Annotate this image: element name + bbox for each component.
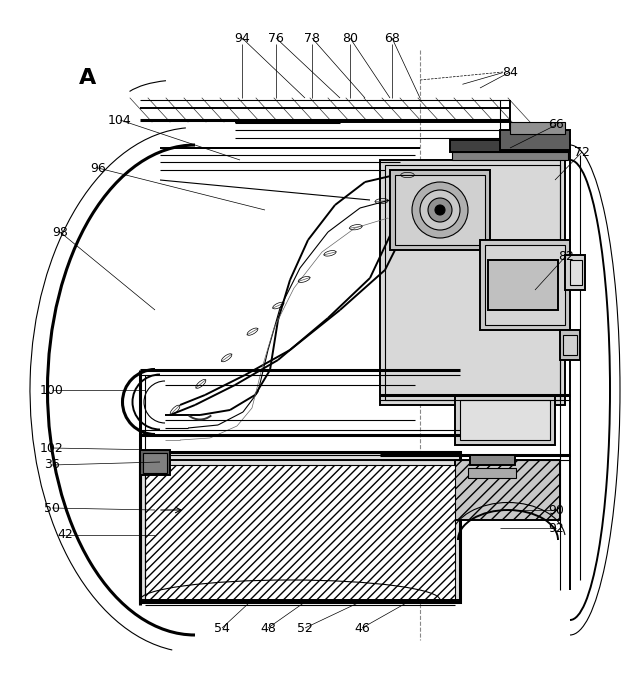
Text: 36: 36 (44, 458, 60, 472)
Text: 90: 90 (548, 503, 564, 516)
Bar (143, 453, 167, 473)
Bar (140, 450, 170, 475)
Bar (460, 400, 550, 440)
Text: 46: 46 (354, 621, 370, 635)
Text: 78: 78 (304, 32, 320, 44)
Bar (563, 335, 577, 355)
Text: 72: 72 (574, 145, 590, 159)
Bar (455, 395, 555, 445)
Bar (510, 122, 565, 134)
Text: 68: 68 (384, 32, 400, 44)
Bar (480, 240, 570, 330)
Text: 48: 48 (260, 621, 276, 635)
Bar (390, 170, 490, 250)
Circle shape (420, 190, 460, 230)
Text: 82: 82 (558, 250, 574, 262)
Text: A: A (79, 68, 97, 88)
Text: 92: 92 (548, 522, 564, 534)
Bar (470, 455, 515, 465)
Circle shape (435, 205, 445, 215)
Text: 100: 100 (40, 384, 64, 396)
Bar (500, 130, 570, 150)
Bar (488, 260, 558, 310)
Text: 84: 84 (502, 65, 518, 79)
Text: 102: 102 (40, 441, 64, 454)
Bar (455, 460, 560, 520)
Text: 50: 50 (44, 501, 60, 514)
Bar (565, 255, 585, 290)
Text: 98: 98 (52, 225, 68, 238)
Text: 52: 52 (297, 621, 313, 635)
Text: 76: 76 (268, 32, 284, 44)
Bar (570, 260, 582, 285)
Text: 104: 104 (108, 114, 132, 127)
Text: 80: 80 (342, 32, 358, 44)
Bar (468, 468, 516, 478)
Text: 96: 96 (90, 162, 106, 174)
Circle shape (412, 182, 468, 238)
Bar (380, 160, 565, 405)
Text: 94: 94 (234, 32, 250, 44)
Bar (560, 330, 580, 360)
Text: 66: 66 (548, 118, 564, 131)
Bar (450, 140, 570, 152)
Bar (485, 245, 565, 325)
Bar (395, 175, 485, 245)
Bar (140, 452, 460, 602)
Text: 42: 42 (57, 528, 73, 542)
Bar (385, 165, 560, 400)
Circle shape (428, 198, 452, 222)
Bar (145, 465, 455, 600)
Text: 54: 54 (214, 621, 230, 635)
Bar (452, 152, 568, 160)
